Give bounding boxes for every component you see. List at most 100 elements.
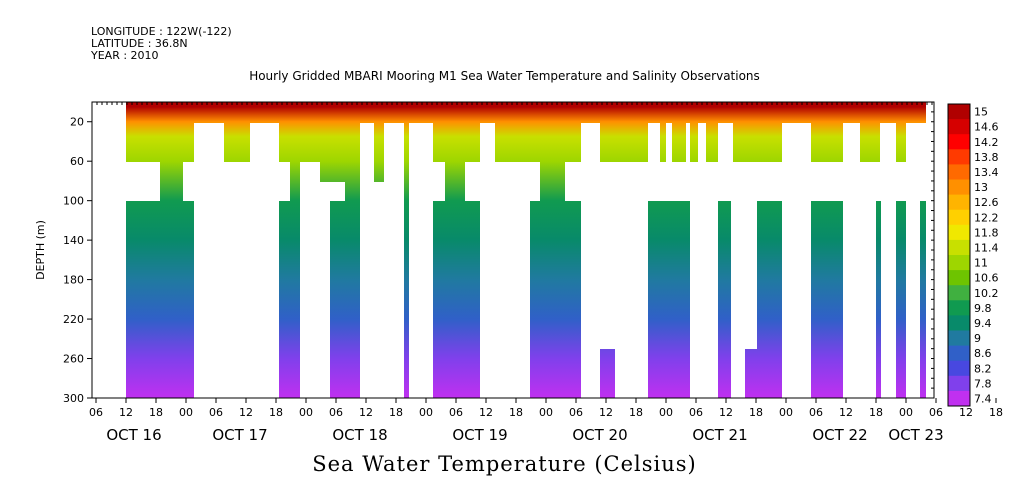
- colorbar-label: 9: [974, 332, 981, 345]
- missing-data-gap: [843, 123, 860, 398]
- missing-data-gap: [860, 201, 876, 398]
- colorbar-swatch: [948, 390, 970, 407]
- missing-data-gap: [250, 123, 279, 398]
- missing-data-gap: [374, 182, 384, 398]
- colorbar-label: 12.6: [974, 196, 999, 209]
- x-hour-label: 18: [509, 406, 523, 419]
- x-hour-label: 18: [269, 406, 283, 419]
- x-hour-label: 12: [119, 406, 133, 419]
- x-hour-label: 18: [629, 406, 643, 419]
- missing-data-gap: [495, 162, 530, 398]
- y-tick-label: 140: [63, 234, 84, 247]
- x-day-label: OCT 16: [106, 426, 161, 444]
- missing-data-gap: [906, 201, 920, 398]
- x-day-label: OCT 22: [812, 426, 867, 444]
- missing-data-gap: [880, 123, 896, 201]
- y-tick-label: 100: [63, 195, 84, 208]
- missing-data-gap: [224, 162, 250, 398]
- missing-data-gap: [881, 201, 896, 398]
- colorbar-swatch: [948, 194, 970, 211]
- missing-data-gap: [745, 201, 757, 349]
- x-hour-label: 00: [299, 406, 313, 419]
- colorbar-label: 7.8: [974, 377, 992, 390]
- colorbar-swatch: [948, 315, 970, 331]
- missing-data-gap: [782, 123, 811, 398]
- colorbar-label: 11.8: [974, 226, 999, 239]
- missing-data-gap: [690, 201, 718, 398]
- x-hour-label: 18: [869, 406, 883, 419]
- missing-data-gap: [648, 123, 660, 201]
- x-hour-label: 12: [359, 406, 373, 419]
- colorbar-label: 7.4: [974, 392, 992, 405]
- x-hour-label: 06: [89, 406, 103, 419]
- colorbar-label: 11.4: [974, 241, 999, 254]
- x-hour-label: 00: [659, 406, 673, 419]
- y-axis-title: DEPTH (m): [34, 220, 47, 280]
- chart-title: Hourly Gridded MBARI Mooring M1 Sea Wate…: [249, 69, 760, 83]
- y-tick-label: 20: [70, 116, 84, 129]
- x-hour-label: 06: [329, 406, 343, 419]
- colorbar-swatch: [948, 104, 970, 120]
- colorbar-label: 13: [974, 181, 988, 194]
- x-day-label: OCT 17: [212, 426, 267, 444]
- x-hour-label: 00: [899, 406, 913, 419]
- x-hour-label: 06: [809, 406, 823, 419]
- colorbar-swatch: [948, 300, 970, 316]
- colorbar-label: 15: [974, 106, 988, 119]
- x-day-label: OCT 20: [572, 426, 627, 444]
- colorbar-swatch: [948, 224, 970, 241]
- x-hour-label: 06: [929, 406, 943, 419]
- x-hour-label: 18: [389, 406, 403, 419]
- colorbar-swatch: [948, 209, 970, 226]
- missing-data-gap: [926, 102, 935, 398]
- missing-data-gap: [480, 123, 495, 398]
- missing-data-gap: [600, 250, 615, 349]
- missing-data-gap: [300, 162, 320, 398]
- colorbar-label: 8.2: [974, 362, 992, 375]
- year-label: YEAR : 2010: [91, 49, 159, 62]
- colorbar-swatch: [948, 270, 970, 286]
- colorbar-swatch: [948, 360, 970, 377]
- colorbar-label: 11: [974, 257, 988, 270]
- x-day-label: OCT 23: [888, 426, 943, 444]
- x-hour-label: 12: [719, 406, 733, 419]
- colorbar-label: 9.4: [974, 317, 992, 330]
- colorbar-label: 9.8: [974, 302, 992, 315]
- x-hour-label: 06: [449, 406, 463, 419]
- y-tick-label: 260: [63, 353, 84, 366]
- x-hour-label: 18: [749, 406, 763, 419]
- missing-data-gap: [465, 162, 480, 201]
- colorbar-label: 10.2: [974, 287, 999, 300]
- x-day-label: OCT 19: [452, 426, 507, 444]
- missing-data-gap: [731, 201, 745, 398]
- missing-data-gap: [320, 182, 330, 398]
- y-tick-label: 220: [63, 313, 84, 326]
- colorbar-swatch: [948, 239, 970, 256]
- colorbar-label: 14.2: [974, 136, 999, 149]
- colorbar-swatch: [948, 375, 970, 392]
- colorbar-swatch: [948, 255, 970, 271]
- missing-data-gap: [530, 162, 540, 201]
- colorbar-label: 13.4: [974, 166, 999, 179]
- missing-data-gap: [279, 162, 290, 201]
- x-hour-label: 00: [419, 406, 433, 419]
- x-hour-label: 12: [959, 406, 973, 419]
- missing-data-gap: [718, 123, 733, 201]
- missing-data-gap: [615, 201, 648, 398]
- colorbar-swatch: [948, 119, 970, 135]
- colorbar-swatch: [948, 134, 970, 150]
- missing-data-gap: [686, 123, 690, 201]
- x-hour-label: 06: [689, 406, 703, 419]
- colorbar-swatch: [948, 345, 970, 362]
- x-day-label: OCT 18: [332, 426, 387, 444]
- colorbar-label: 10.6: [974, 272, 999, 285]
- y-tick-label: 300: [63, 392, 84, 405]
- missing-data-gap: [126, 162, 160, 201]
- x-hour-label: 18: [149, 406, 163, 419]
- x-hour-label: 06: [569, 406, 583, 419]
- missing-data-gap: [330, 182, 345, 201]
- colorbar-label: 14.6: [974, 121, 999, 134]
- x-hour-label: 12: [479, 406, 493, 419]
- missing-data-gap: [384, 123, 404, 398]
